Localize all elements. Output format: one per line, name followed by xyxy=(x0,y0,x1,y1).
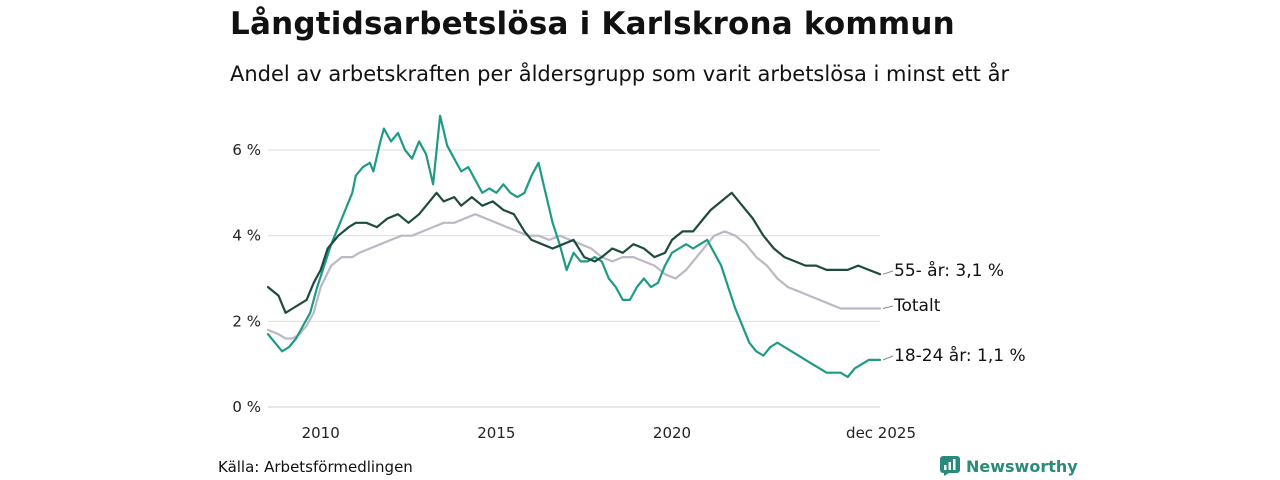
x-tick-label: 2020 xyxy=(653,424,691,442)
series-line-18-24-r xyxy=(266,114,882,379)
bar-chart-icon xyxy=(940,456,960,476)
label-leader-line xyxy=(882,355,894,361)
y-tick-label: 4 % xyxy=(232,227,261,245)
y-tick-label: 0 % xyxy=(232,398,261,416)
y-axis-ticks: 0 % 2 % 4 % 6 % xyxy=(232,141,261,416)
x-tick-label: dec 2025 xyxy=(846,424,916,442)
series-end-label: 55- år: 3,1 % xyxy=(894,260,1004,281)
logo-text: Newsworthy xyxy=(966,456,1078,476)
series-end-labels: 55- år: 3,1 % Totalt 18-24 år: 1,1 % xyxy=(882,260,1026,366)
series-line-totalt xyxy=(266,213,882,340)
source-note: Källa: Arbetsförmedlingen xyxy=(218,458,413,476)
x-tick-label: 2010 xyxy=(302,424,340,442)
series-lines xyxy=(266,114,882,379)
x-axis-ticks: 2010 2015 2020 dec 2025 xyxy=(302,424,916,442)
label-leader-line xyxy=(882,305,894,309)
chart-title: Långtidsarbetslösa i Karlskrona kommun xyxy=(230,6,955,42)
label-leader-line xyxy=(882,270,894,275)
newsworthy-logo: Newsworthy xyxy=(940,456,1078,476)
y-tick-label: 6 % xyxy=(232,141,261,159)
series-end-label: 18-24 år: 1,1 % xyxy=(894,345,1026,366)
series-line-55-r xyxy=(266,191,882,314)
chart-subtitle: Andel av arbetskraften per åldersgrupp s… xyxy=(230,62,1010,86)
series-end-label: Totalt xyxy=(893,296,941,316)
y-tick-label: 2 % xyxy=(232,312,261,330)
grid-lines xyxy=(268,149,880,408)
x-tick-label: 2015 xyxy=(477,424,515,442)
